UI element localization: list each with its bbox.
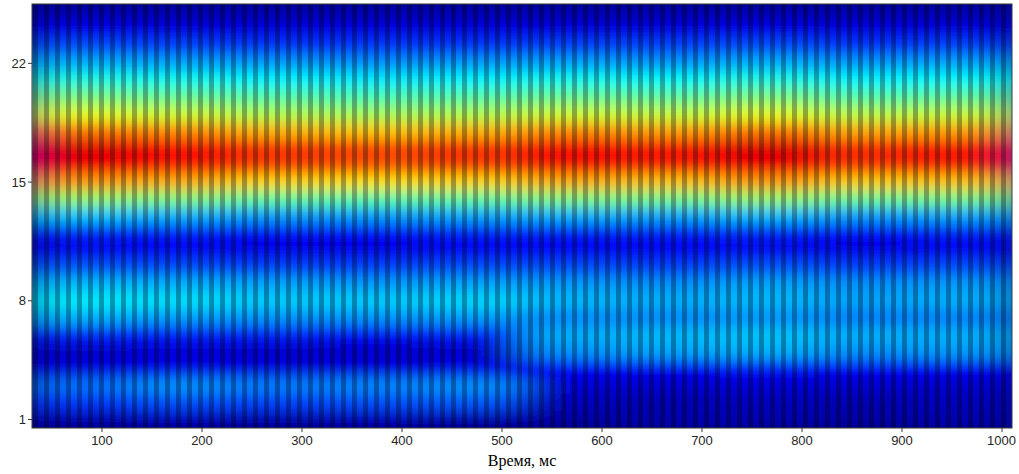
- y-tick-label: 8: [19, 293, 26, 308]
- plot-background: [32, 4, 1012, 428]
- y-tick-label: 15: [12, 175, 26, 190]
- x-tick: [602, 428, 603, 432]
- x-tick: [802, 428, 803, 432]
- x-tick: [202, 428, 203, 432]
- x-tick-label: 100: [91, 433, 113, 448]
- x-tick-label: 200: [191, 433, 213, 448]
- x-tick-label: 400: [391, 433, 413, 448]
- x-tick-label: 700: [691, 433, 713, 448]
- y-tick-label: 22: [12, 56, 26, 71]
- x-tick: [702, 428, 703, 432]
- x-tick-label: 500: [491, 433, 513, 448]
- y-tick: [28, 182, 32, 183]
- x-tick: [302, 428, 303, 432]
- y-tick-label: 1: [19, 412, 26, 427]
- y-tick: [28, 63, 32, 64]
- x-tick-label: 600: [591, 433, 613, 448]
- x-tick-label: 1000: [987, 433, 1016, 448]
- x-tick: [102, 428, 103, 432]
- x-tick: [402, 428, 403, 432]
- texture: [32, 4, 1012, 428]
- x-tick-label: 900: [891, 433, 913, 448]
- plot-area: [32, 4, 1012, 428]
- plot-frame: [32, 4, 1012, 428]
- x-tick: [1002, 428, 1003, 432]
- x-axis-title: Время, мс: [488, 452, 556, 470]
- chart: 1 8 15 22 100 200 300 400 500 600 700 800 900 1000 Вре…: [0, 0, 1019, 474]
- x-tick-label: 300: [291, 433, 313, 448]
- x-tick: [502, 428, 503, 432]
- heatmap-cells: [32, 4, 1012, 428]
- x-tick-label: 800: [791, 433, 813, 448]
- x-tick: [902, 428, 903, 432]
- y-tick: [28, 419, 32, 420]
- y-tick: [28, 300, 32, 301]
